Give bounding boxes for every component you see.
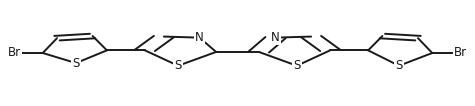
Text: S: S	[293, 59, 301, 72]
Text: Br: Br	[8, 47, 21, 59]
Text: Br: Br	[454, 47, 467, 59]
Text: S: S	[174, 59, 182, 72]
Text: S: S	[72, 57, 80, 70]
Text: S: S	[395, 59, 403, 72]
Text: N: N	[195, 31, 204, 44]
Text: N: N	[271, 31, 280, 44]
